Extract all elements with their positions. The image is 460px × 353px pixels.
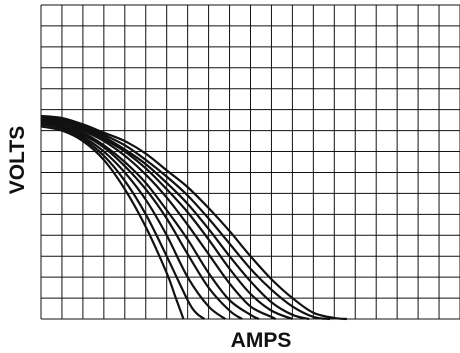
- chart-grid: [40, 4, 460, 320]
- series-line-4: [40, 121, 243, 320]
- series-line-1: [40, 125, 185, 320]
- y-axis-label: VOLTS: [6, 126, 29, 194]
- series-line-7: [40, 116, 293, 321]
- series-line-5: [40, 119, 260, 321]
- series-line-2: [40, 123, 206, 320]
- x-axis-label: AMPS: [231, 329, 292, 352]
- series-line-9: [40, 114, 331, 321]
- series-line-6: [40, 119, 277, 320]
- series-line-10: [40, 114, 347, 321]
- chart-curves: [40, 114, 347, 321]
